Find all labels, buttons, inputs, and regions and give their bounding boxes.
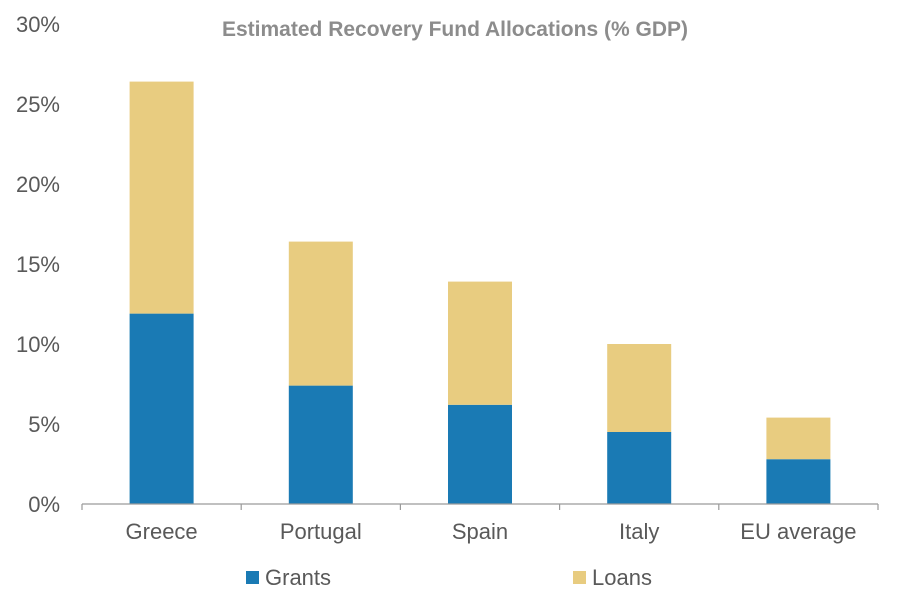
- chart-title: Estimated Recovery Fund Allocations (% G…: [222, 18, 688, 41]
- y-tick-label: 15%: [16, 252, 60, 277]
- bar-loans-greece: [129, 81, 194, 314]
- y-tick-label: 10%: [16, 332, 60, 357]
- x-tick-label: EU average: [740, 519, 856, 544]
- bar-loans-spain: [448, 281, 512, 405]
- y-tick-label: 5%: [28, 412, 60, 437]
- x-tick-label: Italy: [619, 519, 659, 544]
- x-tick-label: Portugal: [280, 519, 362, 544]
- bars: [129, 81, 831, 504]
- x-tick-label: Spain: [452, 519, 508, 544]
- bar-loans-portugal: [288, 241, 353, 386]
- legend-label-grants: Grants: [265, 565, 331, 590]
- bar-loans-eu-average: [766, 417, 831, 460]
- y-tick-label: 0%: [28, 492, 60, 517]
- bar-loans-italy: [607, 344, 672, 432]
- x-axis: Greece Portugal Spain Italy EU average: [81, 503, 879, 544]
- legend-swatch-loans: [573, 571, 586, 584]
- y-tick-label: 25%: [16, 92, 60, 117]
- legend: Grants Loans: [246, 565, 652, 590]
- x-tick-label: Greece: [126, 519, 198, 544]
- bar-grants-spain: [448, 404, 512, 504]
- y-tick-label: 30%: [16, 12, 60, 37]
- bar-grants-greece: [129, 313, 194, 504]
- y-tick-label: 20%: [16, 172, 60, 197]
- y-axis-ticks: 0% 5% 10% 15% 20% 25% 30%: [16, 12, 60, 517]
- bar-grants-portugal: [288, 385, 353, 504]
- bar-grants-eu-average: [766, 459, 831, 504]
- bar-grants-italy: [607, 432, 672, 504]
- legend-swatch-grants: [246, 571, 259, 584]
- legend-label-loans: Loans: [592, 565, 652, 590]
